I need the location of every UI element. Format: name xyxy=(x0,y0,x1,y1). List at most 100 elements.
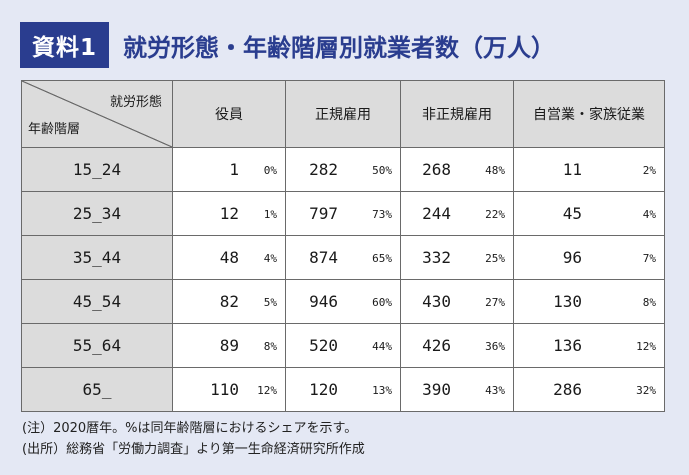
corner-label-work-type: 就労形態 xyxy=(109,95,162,110)
count-value: 130 xyxy=(553,292,582,311)
age-group-cell: 35_44 xyxy=(21,235,173,280)
count-value: 1 xyxy=(229,160,239,179)
share-percent: 5% xyxy=(263,296,277,309)
value-cell: 282 50% xyxy=(285,147,401,192)
age-group-cell: 65_ xyxy=(21,367,173,412)
count-value: 286 xyxy=(553,380,582,399)
value-cell: 286 32% xyxy=(513,367,665,412)
count-value: 45 xyxy=(562,204,582,223)
table-header-row: 就労形態 年齢階層 役員 正規雇用 非正規雇用 自営業・家族従業 xyxy=(21,80,665,148)
share-percent: 25% xyxy=(485,252,505,265)
table-row: 55_64 89 8% 520 44% 426 36% 136 12% xyxy=(21,323,665,368)
count-value: 110 xyxy=(210,380,239,399)
age-group-cell: 25_34 xyxy=(21,191,173,236)
share-percent: 1% xyxy=(263,208,277,221)
count-value: 12 xyxy=(219,204,239,223)
column-header-regular: 正規雇用 xyxy=(285,80,401,148)
footnotes: (注）2020暦年。%は同年齢階層におけるシェアを示す。 (出所）総務省「労働力… xyxy=(22,418,365,460)
page-title: 就労形態・年齢階層別就業者数（万人） xyxy=(123,33,556,62)
share-percent: 8% xyxy=(642,296,656,309)
value-cell: 390 43% xyxy=(400,367,514,412)
count-value: 426 xyxy=(422,336,451,355)
age-group-cell: 55_64 xyxy=(21,323,173,368)
share-percent: 7% xyxy=(642,252,656,265)
count-value: 96 xyxy=(562,248,582,267)
title-row: 資料1 就労形態・年齢階層別就業者数（万人） xyxy=(20,22,555,68)
count-value: 82 xyxy=(219,292,239,311)
document-badge: 資料1 xyxy=(20,22,110,68)
count-value: 874 xyxy=(309,248,338,267)
age-group-cell: 15_24 xyxy=(21,147,173,192)
share-percent: 65% xyxy=(372,252,392,265)
corner-label-age-group: 年齢階層 xyxy=(28,122,81,137)
share-percent: 2% xyxy=(642,164,656,177)
count-value: 390 xyxy=(422,380,451,399)
column-header-nonregular: 非正規雇用 xyxy=(400,80,514,148)
count-value: 120 xyxy=(309,380,338,399)
share-percent: 12% xyxy=(257,384,277,397)
share-percent: 73% xyxy=(372,208,392,221)
count-value: 268 xyxy=(422,160,451,179)
count-value: 797 xyxy=(309,204,338,223)
table-body: 15_24 1 0% 282 50% 268 48% 11 2% 25_34 12 1% 797 73% 2… xyxy=(21,147,665,412)
value-cell: 89 8% xyxy=(172,323,286,368)
column-header-self-employed: 自営業・家族従業 xyxy=(513,80,665,148)
share-percent: 22% xyxy=(485,208,505,221)
share-percent: 8% xyxy=(263,340,277,353)
value-cell: 110 12% xyxy=(172,367,286,412)
table-row: 15_24 1 0% 282 50% 268 48% 11 2% xyxy=(21,147,665,192)
value-cell: 96 7% xyxy=(513,235,665,280)
share-percent: 44% xyxy=(372,340,392,353)
count-value: 946 xyxy=(309,292,338,311)
table-row: 65_ 110 12% 120 13% 390 43% 286 32% xyxy=(21,367,665,412)
age-group-cell: 45_54 xyxy=(21,279,173,324)
value-cell: 120 13% xyxy=(285,367,401,412)
share-percent: 4% xyxy=(263,252,277,265)
count-value: 11 xyxy=(562,160,582,179)
value-cell: 82 5% xyxy=(172,279,286,324)
share-percent: 12% xyxy=(636,340,656,353)
value-cell: 130 8% xyxy=(513,279,665,324)
share-percent: 32% xyxy=(636,384,656,397)
count-value: 244 xyxy=(422,204,451,223)
count-value: 520 xyxy=(309,336,338,355)
share-percent: 50% xyxy=(372,164,392,177)
value-cell: 45 4% xyxy=(513,191,665,236)
table-row: 25_34 12 1% 797 73% 244 22% 45 4% xyxy=(21,191,665,236)
share-percent: 48% xyxy=(485,164,505,177)
value-cell: 48 4% xyxy=(172,235,286,280)
share-percent: 13% xyxy=(372,384,392,397)
share-percent: 0% xyxy=(263,164,277,177)
count-value: 332 xyxy=(422,248,451,267)
count-value: 89 xyxy=(219,336,239,355)
share-percent: 43% xyxy=(485,384,505,397)
share-percent: 60% xyxy=(372,296,392,309)
corner-diagonal: 就労形態 年齢階層 xyxy=(22,81,172,147)
share-percent: 27% xyxy=(485,296,505,309)
share-percent: 36% xyxy=(485,340,505,353)
count-value: 430 xyxy=(422,292,451,311)
corner-header-cell: 就労形態 年齢階層 xyxy=(21,80,173,148)
table-row: 35_44 48 4% 874 65% 332 25% 96 7% xyxy=(21,235,665,280)
count-value: 136 xyxy=(553,336,582,355)
value-cell: 12 1% xyxy=(172,191,286,236)
footnote-note: (注）2020暦年。%は同年齢階層におけるシェアを示す。 xyxy=(22,421,358,436)
value-cell: 520 44% xyxy=(285,323,401,368)
value-cell: 332 25% xyxy=(400,235,514,280)
value-cell: 946 60% xyxy=(285,279,401,324)
count-value: 282 xyxy=(309,160,338,179)
value-cell: 1 0% xyxy=(172,147,286,192)
value-cell: 136 12% xyxy=(513,323,665,368)
value-cell: 268 48% xyxy=(400,147,514,192)
value-cell: 11 2% xyxy=(513,147,665,192)
count-value: 48 xyxy=(219,248,239,267)
employment-table: 就労形態 年齢階層 役員 正規雇用 非正規雇用 自営業・家族従業 15_24 1 0… xyxy=(21,80,665,412)
value-cell: 244 22% xyxy=(400,191,514,236)
table-row: 45_54 82 5% 946 60% 430 27% 130 8% xyxy=(21,279,665,324)
value-cell: 426 36% xyxy=(400,323,514,368)
column-header-officers: 役員 xyxy=(172,80,286,148)
value-cell: 430 27% xyxy=(400,279,514,324)
footnote-source: (出所）総務省「労働力調査」より第一生命経済研究所作成 xyxy=(22,442,365,457)
value-cell: 874 65% xyxy=(285,235,401,280)
